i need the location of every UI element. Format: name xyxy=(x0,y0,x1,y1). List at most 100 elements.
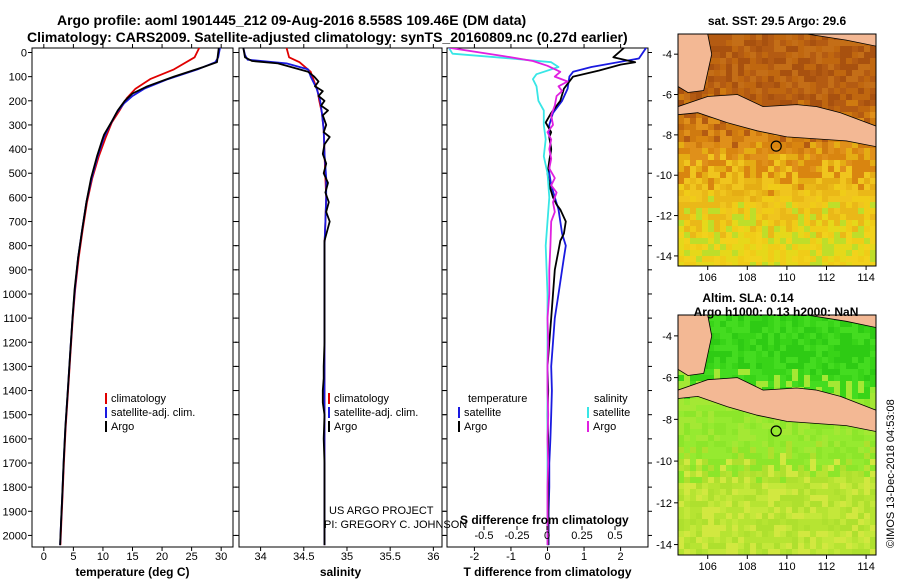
legend-satellite-swatch xyxy=(328,407,330,418)
map-cell xyxy=(840,387,847,394)
map-cell xyxy=(774,202,781,209)
map-cell xyxy=(834,232,841,239)
map-cell xyxy=(732,363,739,370)
map-cell xyxy=(762,160,769,167)
map-cell xyxy=(780,82,787,89)
map-cell xyxy=(702,124,709,131)
map-cell xyxy=(828,226,835,233)
map-cell xyxy=(846,321,853,328)
map-cell xyxy=(714,423,721,430)
map-cell xyxy=(840,375,847,382)
map-cell xyxy=(822,369,829,376)
map-cell xyxy=(762,507,769,514)
map-cell xyxy=(828,489,835,496)
map-cell xyxy=(768,262,775,266)
map-cell xyxy=(744,495,751,502)
map-cell xyxy=(720,339,727,346)
map-cell xyxy=(690,136,697,143)
map-cell xyxy=(768,525,775,532)
map-cell xyxy=(852,351,859,358)
map-cell xyxy=(732,429,739,436)
map-cell xyxy=(870,58,876,65)
map-cell xyxy=(744,238,751,245)
map-cell xyxy=(750,256,757,263)
map-cell xyxy=(804,184,811,191)
secondary-tick-label: 0.25 xyxy=(571,530,592,542)
map-cell xyxy=(864,453,871,460)
map-cell xyxy=(732,441,739,448)
x-tick-label: 2 xyxy=(618,551,624,563)
map-cell xyxy=(858,369,865,376)
map-cell xyxy=(810,34,817,41)
map-cell xyxy=(774,88,781,95)
map-cell xyxy=(846,262,853,266)
map-cell xyxy=(864,369,871,376)
map-cell xyxy=(846,507,853,514)
map-cell xyxy=(846,40,853,47)
map-cell xyxy=(708,399,715,406)
map-cell xyxy=(804,357,811,364)
map-cell xyxy=(738,34,745,41)
map-cell xyxy=(726,525,733,532)
map-cell xyxy=(804,214,811,221)
map-cell xyxy=(858,220,865,227)
map-cell xyxy=(810,178,817,185)
map-cell xyxy=(756,447,763,454)
map-cell xyxy=(762,64,769,71)
map-cell xyxy=(774,435,781,442)
map-cell xyxy=(852,345,859,352)
map-cell xyxy=(762,136,769,143)
map-cell xyxy=(762,214,769,221)
map-cell xyxy=(852,148,859,155)
map-cell xyxy=(840,489,847,496)
map-cell xyxy=(732,82,739,89)
map-cell xyxy=(870,106,876,113)
map-cell xyxy=(726,333,733,340)
map-cell xyxy=(828,495,835,502)
map-cell xyxy=(822,339,829,346)
map-cell xyxy=(798,262,805,266)
map-cell xyxy=(774,483,781,490)
map-cell xyxy=(840,369,847,376)
imos-credit: ©IMOS 13-Dec-2018 04:53:08 xyxy=(885,399,897,548)
map-cell xyxy=(858,387,865,394)
map-cell xyxy=(780,369,787,376)
map-cell xyxy=(858,333,865,340)
map-cell xyxy=(756,142,763,149)
map-cell xyxy=(726,501,733,508)
map-cell xyxy=(864,549,871,555)
map-cell xyxy=(720,160,727,167)
map-cell xyxy=(750,64,757,71)
map-cell xyxy=(696,435,703,442)
map-cell xyxy=(852,435,859,442)
map-cell xyxy=(750,202,757,209)
map-cell xyxy=(726,256,733,263)
map-cell xyxy=(756,58,763,65)
map-cell xyxy=(816,250,823,257)
map-cell xyxy=(798,435,805,442)
map-cell xyxy=(816,64,823,71)
series-line-argo xyxy=(242,48,331,546)
y-tick-label: 500 xyxy=(9,168,27,180)
map-cell xyxy=(822,357,829,364)
map-cell xyxy=(720,489,727,496)
map-cell xyxy=(750,375,757,382)
map-cell xyxy=(684,435,691,442)
map-cell xyxy=(744,154,751,161)
map-cell xyxy=(870,339,876,346)
map-cell xyxy=(762,435,769,442)
map-cell xyxy=(678,166,685,173)
map-cell xyxy=(810,363,817,370)
map-cell xyxy=(708,429,715,436)
map-cell xyxy=(834,76,841,83)
map-cell xyxy=(750,333,757,340)
map-cell xyxy=(834,495,841,502)
map-cell xyxy=(786,513,793,520)
map-cell xyxy=(864,387,871,394)
map-cell xyxy=(804,166,811,173)
map-cell xyxy=(840,214,847,221)
map-cell xyxy=(726,226,733,233)
map-cell xyxy=(810,94,817,101)
map-cell xyxy=(798,333,805,340)
map-cell xyxy=(768,226,775,233)
